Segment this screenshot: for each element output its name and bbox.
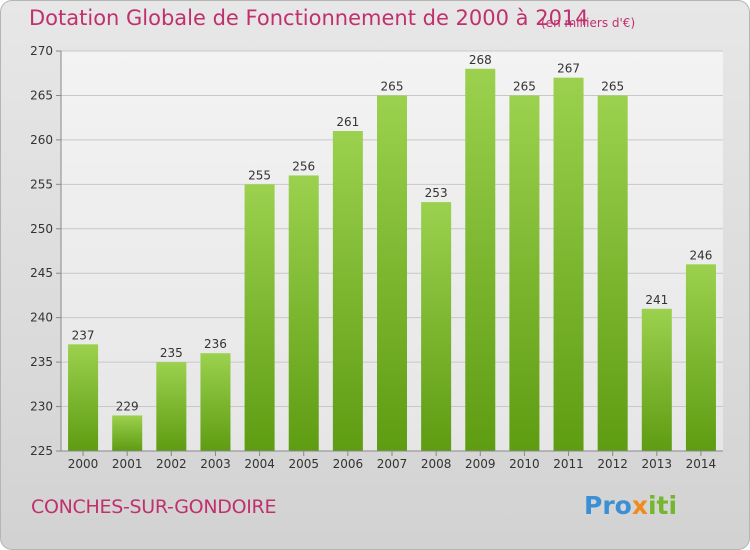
x-tick-label-2002: 2002 [156, 457, 187, 471]
bar-2010 [509, 95, 540, 451]
value-label-2014: 246 [689, 248, 712, 262]
x-tick-label-2003: 2003 [200, 457, 231, 471]
bar-2014 [685, 264, 716, 451]
x-tick-label-2011: 2011 [553, 457, 584, 471]
value-label-2011: 267 [557, 62, 580, 76]
value-label-2006: 261 [336, 115, 359, 129]
chart-title: Dotation Globale de Fonctionnement de 20… [29, 6, 589, 30]
unit-note: (en milliers d'€) [541, 16, 636, 30]
y-tick-label: 255 [30, 177, 53, 191]
value-label-2008: 253 [425, 186, 448, 200]
y-tick-label: 270 [30, 44, 53, 58]
value-label-2001: 229 [116, 399, 139, 413]
bar-2001 [112, 415, 143, 451]
value-label-2007: 265 [381, 79, 404, 93]
x-tick-label-2012: 2012 [597, 457, 628, 471]
x-tick-label-2014: 2014 [686, 457, 717, 471]
x-tick-label-2009: 2009 [465, 457, 496, 471]
bar-2003 [200, 353, 231, 451]
y-tick-label: 235 [30, 355, 53, 369]
y-tick-label: 230 [30, 400, 53, 414]
x-tick-label-2013: 2013 [642, 457, 673, 471]
bar-2008 [421, 202, 452, 451]
x-tick-label-2001: 2001 [112, 457, 143, 471]
y-tick-label: 225 [30, 444, 53, 458]
bar-2007 [376, 95, 408, 451]
logo-part-3: iti [647, 491, 678, 520]
bar-2006 [332, 131, 363, 451]
bar-2004 [244, 184, 275, 452]
y-tick-label: 265 [30, 88, 53, 102]
commune-name: CONCHES-SUR-GONDOIRE [31, 496, 277, 518]
bar-2005 [288, 175, 319, 451]
bar-2002 [156, 362, 187, 451]
bar-2000 [68, 344, 99, 451]
x-tick-label-2005: 2005 [288, 457, 319, 471]
y-tick-label: 260 [30, 133, 53, 147]
value-label-2010: 265 [513, 79, 536, 93]
value-label-2013: 241 [645, 293, 668, 307]
logo-part-1: Pro [584, 491, 632, 520]
value-label-2002: 235 [160, 346, 183, 360]
bar-2012 [597, 95, 628, 451]
value-label-2005: 256 [292, 159, 315, 173]
x-tick-label-2004: 2004 [244, 457, 275, 471]
value-label-2003: 236 [204, 337, 227, 351]
y-tick-label: 245 [30, 266, 53, 280]
y-tick-label: 240 [30, 311, 53, 325]
x-tick-label-2007: 2007 [377, 457, 408, 471]
x-tick-label-2010: 2010 [509, 457, 540, 471]
bar-2011 [553, 77, 584, 452]
x-tick-label-2006: 2006 [333, 457, 364, 471]
value-label-2004: 255 [248, 168, 271, 182]
bar-2009 [465, 68, 496, 452]
proxiti-logo: Proxiti [584, 491, 677, 520]
logo-part-2: x [631, 491, 648, 520]
value-label-2009: 268 [469, 53, 492, 67]
bar-2013 [641, 308, 672, 451]
x-tick-label-2000: 2000 [68, 457, 99, 471]
value-label-2012: 265 [601, 79, 624, 93]
x-tick-label-2008: 2008 [421, 457, 452, 471]
value-label-2000: 237 [72, 328, 95, 342]
y-tick-label: 250 [30, 222, 53, 236]
